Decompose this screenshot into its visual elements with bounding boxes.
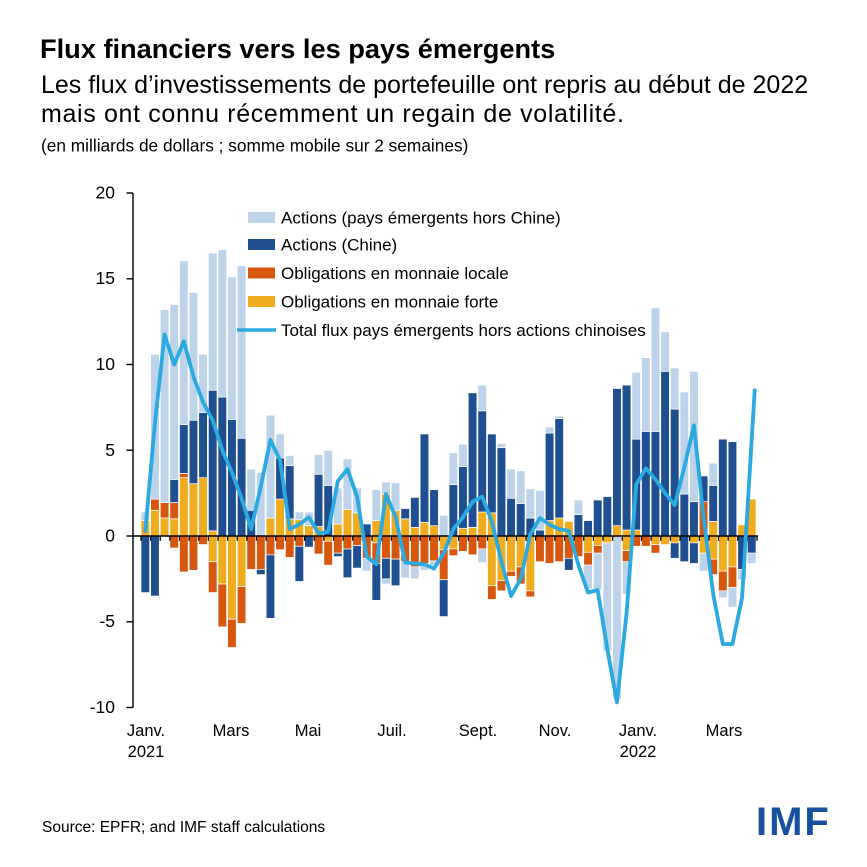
svg-text:Mai: Mai [295,722,322,740]
svg-text:Janv.: Janv. [619,722,657,740]
svg-text:Flux financiers vers les pays: Flux financiers vers les pays émergents [40,33,555,64]
svg-text:15: 15 [96,268,115,288]
svg-text:10: 10 [96,354,116,374]
svg-text:Actions (Chine): Actions (Chine) [281,236,397,255]
svg-text:Mars: Mars [213,722,250,740]
svg-text:Janv.: Janv. [127,722,165,740]
svg-text:Les flux d’investissements de: Les flux d’investissements de portefeuil… [41,71,808,99]
svg-text:Obligations en monnaie forte: Obligations en monnaie forte [281,293,498,312]
svg-text:Juil.: Juil. [377,722,406,740]
svg-text:2021: 2021 [128,743,165,761]
svg-text:Sept.: Sept. [459,722,498,740]
svg-text:Obligations en monnaie locale: Obligations en monnaie locale [281,264,509,283]
svg-text:IMF: IMF [756,800,831,844]
svg-text:Mars: Mars [706,722,743,740]
svg-text:20: 20 [96,183,116,203]
svg-text:Source: EPFR; and IMF staff ca: Source: EPFR; and IMF staff calculations [42,819,325,836]
svg-text:0: 0 [105,526,115,546]
svg-text:-5: -5 [99,611,115,631]
svg-text:(en milliards de dollars ; som: (en milliards de dollars ; somme mobile … [41,136,468,156]
svg-text:Nov.: Nov. [539,722,572,740]
svg-text:-10: -10 [90,697,116,717]
svg-text:mais ont connu récemment un re: mais ont connu récemment un regain de vo… [41,100,625,128]
svg-text:Total flux pays émergents hors: Total flux pays émergents hors actions c… [281,321,646,340]
svg-text:Actions (pays émergents hors C: Actions (pays émergents hors Chine) [281,209,561,228]
svg-text:2022: 2022 [620,743,657,761]
svg-text:5: 5 [105,440,115,460]
